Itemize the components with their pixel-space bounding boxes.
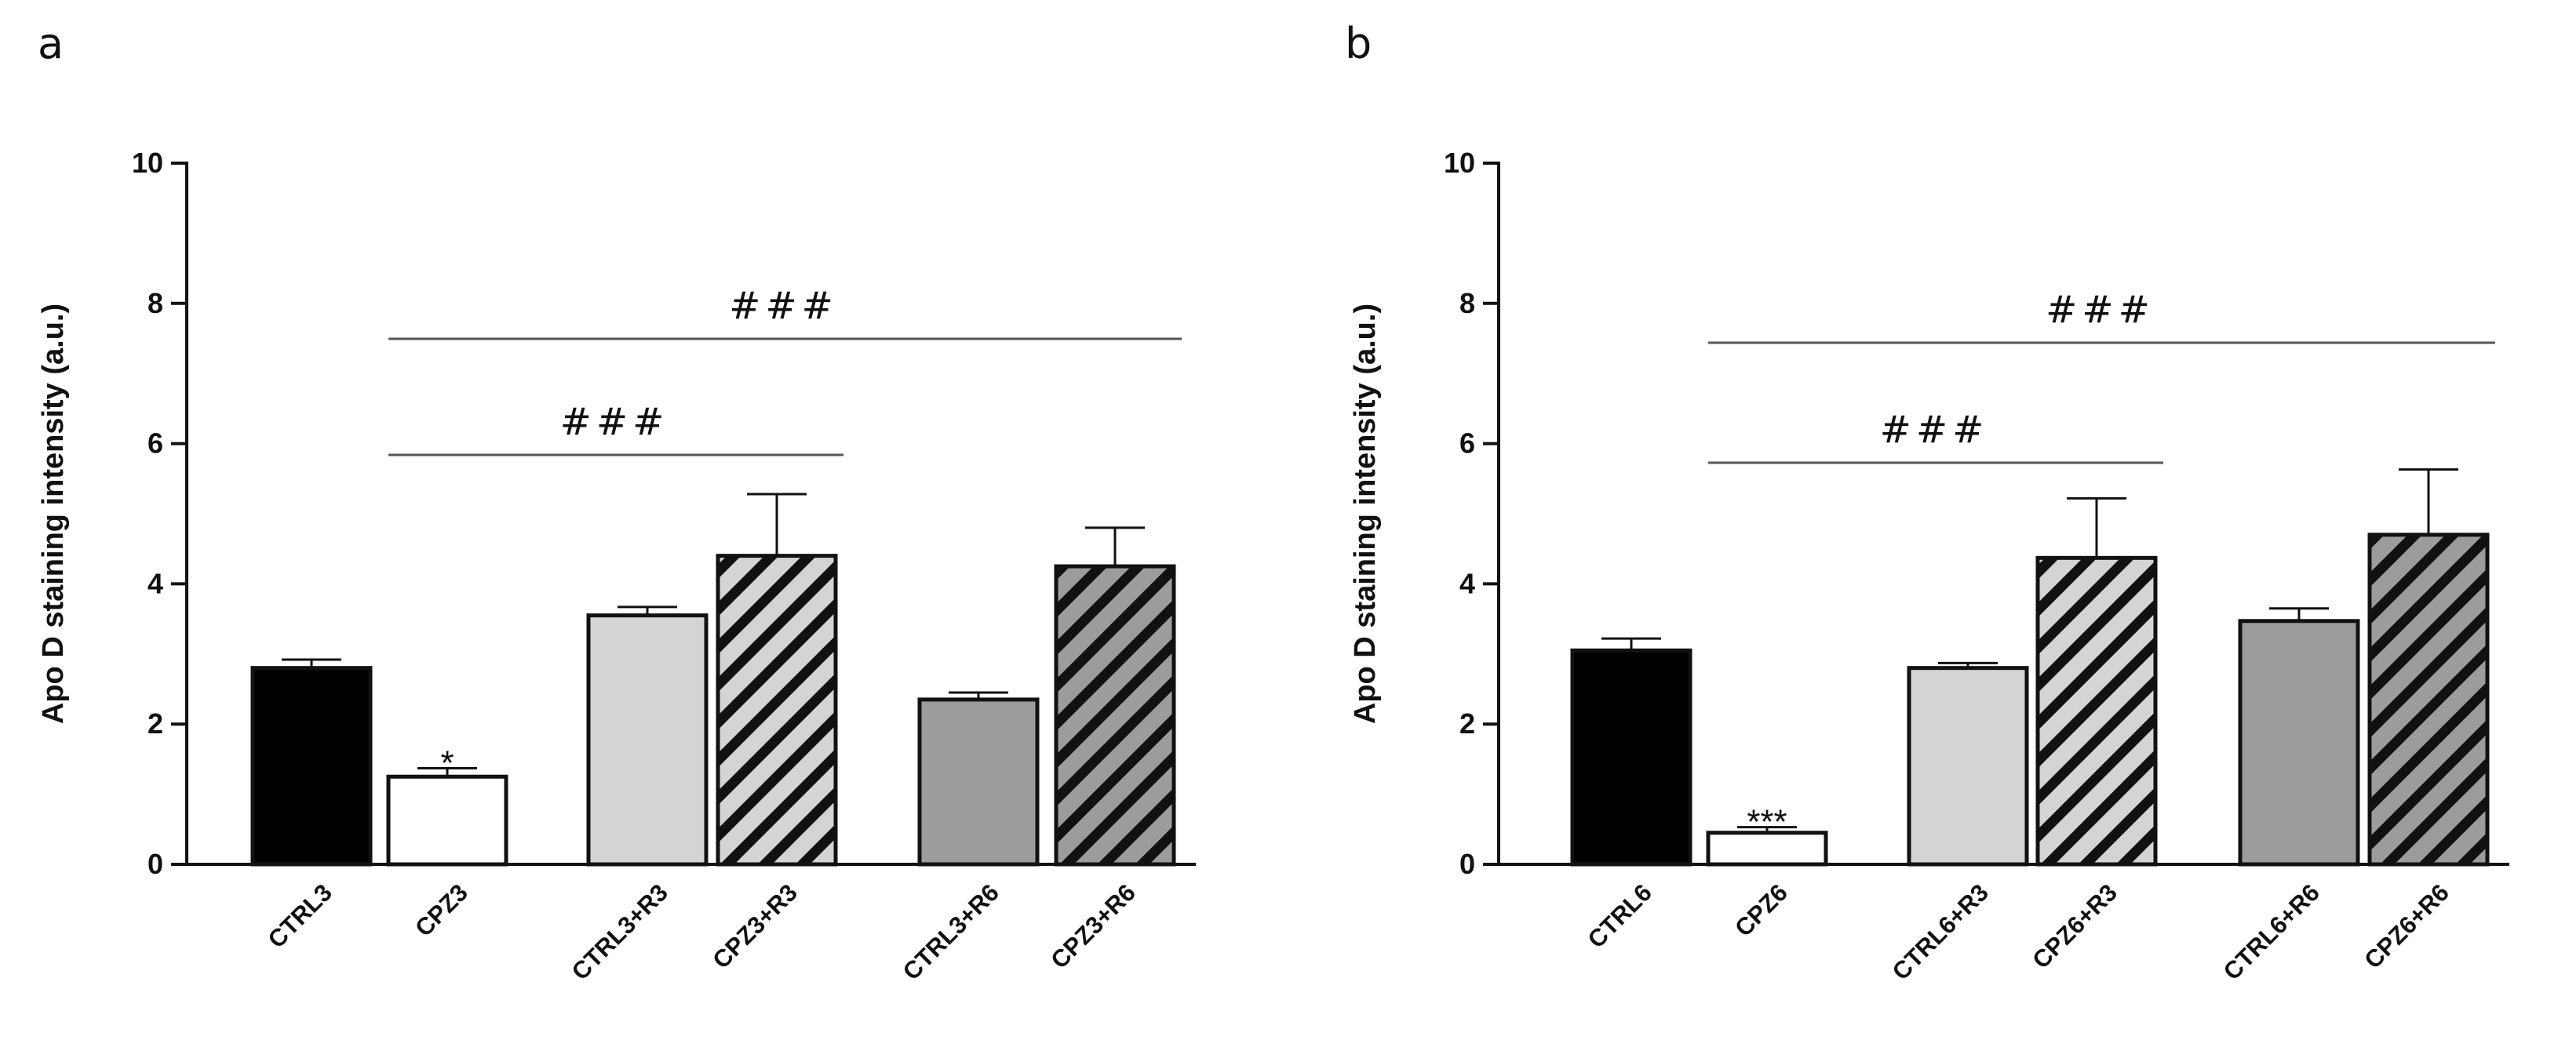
y-tick-label: 8 bbox=[148, 287, 163, 319]
bar-ctrl6 bbox=[1570, 648, 1692, 867]
bar-ctrl3-r6 bbox=[917, 697, 1040, 867]
x-tick-label: CPZ6 bbox=[1729, 878, 1793, 942]
bar-cpz6-r3 bbox=[2035, 555, 2158, 867]
bar-cpz3-r6 bbox=[1054, 564, 1176, 867]
significance-label: ### bbox=[560, 400, 669, 444]
x-tick-label: CPZ3+R3 bbox=[707, 878, 803, 974]
y-tick-label: 8 bbox=[1459, 287, 1475, 319]
significance-label: ### bbox=[729, 284, 838, 328]
panel-a-letter: a bbox=[38, 19, 64, 68]
panel-b-letter: b bbox=[1345, 19, 1372, 68]
x-tick-label: CTRL6+R6 bbox=[2218, 878, 2325, 985]
y-tick-label: 4 bbox=[148, 567, 163, 599]
panel-a: a 0 2 4 6 8 10 Apo D staining intensity (a.u.)… bbox=[37, 19, 1196, 985]
significance-label: ### bbox=[1880, 408, 1989, 452]
y-axis-title: Apo D staining intensity (a.u.) bbox=[37, 304, 70, 724]
y-tick-label: 0 bbox=[1459, 848, 1475, 880]
x-tick-label: CTRL3+R3 bbox=[567, 878, 673, 985]
y-tick-label: 2 bbox=[148, 707, 163, 740]
bar-cpz3-r3 bbox=[716, 554, 838, 867]
x-tick-label: CPZ6+R3 bbox=[2027, 878, 2122, 974]
y-tick-label: 2 bbox=[1459, 707, 1475, 740]
y-tick-label: 6 bbox=[1459, 427, 1475, 460]
x-tick-label: CTRL3+R6 bbox=[898, 878, 1004, 985]
significance-stars: * bbox=[440, 744, 454, 783]
x-tick-label: CPZ3 bbox=[410, 878, 473, 942]
x-tick-label: CTRL3 bbox=[263, 878, 337, 953]
y-tick-label: 10 bbox=[1444, 147, 1475, 179]
x-tick-label: CTRL6+R3 bbox=[1887, 878, 1994, 985]
bar-cpz3 bbox=[386, 774, 508, 867]
significance-label: ### bbox=[2046, 288, 2155, 332]
x-tick-label: CPZ3+R6 bbox=[1045, 878, 1141, 974]
y-tick-label: 4 bbox=[1459, 567, 1475, 599]
x-tick-label: CPZ6+R6 bbox=[2359, 878, 2454, 974]
y-tick-label: 0 bbox=[148, 848, 163, 880]
panel-b: b 0 2 4 6 8 10 Apo D staining intensity (a.u.)… bbox=[1345, 19, 2509, 985]
x-tick-label: CTRL6 bbox=[1583, 878, 1657, 953]
bar-cpz6-r6 bbox=[2367, 533, 2490, 867]
y-tick-label: 10 bbox=[132, 147, 163, 179]
bar-ctrl6-r6 bbox=[2238, 619, 2360, 867]
bar-ctrl6-r3 bbox=[1907, 666, 2029, 867]
bar-ctrl3 bbox=[250, 666, 373, 867]
bar-ctrl3-r3 bbox=[586, 613, 709, 867]
y-axis-title: Apo D staining intensity (a.u.) bbox=[1349, 304, 1382, 724]
y-tick-label: 6 bbox=[148, 427, 163, 460]
significance-stars: *** bbox=[1747, 803, 1787, 842]
